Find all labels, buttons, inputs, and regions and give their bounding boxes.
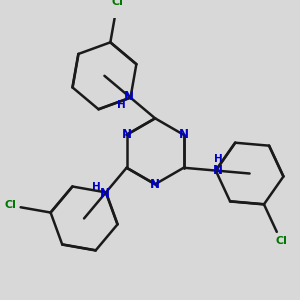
Text: H: H [118, 100, 126, 110]
Text: Cl: Cl [4, 200, 16, 211]
Text: H: H [92, 182, 100, 191]
Text: Cl: Cl [112, 0, 123, 7]
Text: N: N [212, 164, 223, 177]
Text: Cl: Cl [275, 236, 287, 246]
Text: N: N [122, 128, 132, 141]
Text: H: H [214, 154, 223, 164]
Text: N: N [124, 90, 134, 103]
Text: N: N [100, 187, 110, 200]
Text: N: N [179, 128, 189, 141]
Text: N: N [150, 178, 160, 191]
